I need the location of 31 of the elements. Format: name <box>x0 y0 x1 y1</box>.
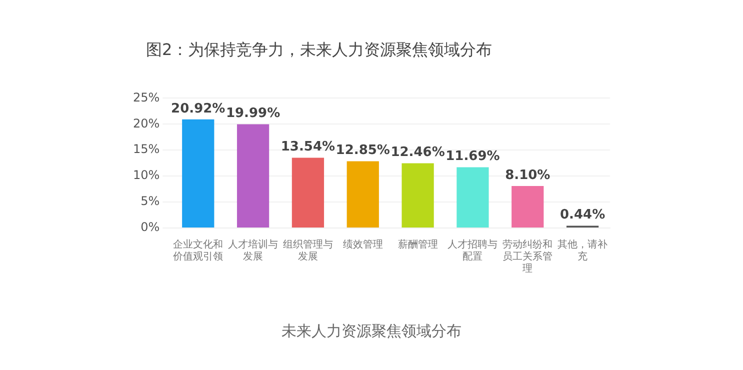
x-tick-label: 绩效管理 <box>342 238 383 251</box>
data-label: 12.85% <box>336 143 390 158</box>
data-label: 11.69% <box>446 149 500 164</box>
x-tick-label: 人才招聘与配置 <box>448 238 498 263</box>
text: 未来人力资源聚焦领域分布 <box>280 322 462 341</box>
data-label: 20.92% <box>171 101 226 116</box>
data-label: 13.54% <box>280 140 336 155</box>
bar <box>512 186 544 228</box>
bar <box>182 119 214 228</box>
x-tick-label: 人才培训与发展 <box>228 238 278 263</box>
x-tick-label: 薪酬管理 <box>398 238 438 251</box>
data-label: 12.46% <box>390 145 445 160</box>
x-tick-label: 其他，请补充 <box>558 238 608 263</box>
y-tick-label: 5% <box>140 194 160 208</box>
bar <box>402 163 434 228</box>
x-tick-label: 劳动纠纷和员工关系管理 <box>502 238 553 275</box>
y-tick-label: 25% <box>133 90 160 104</box>
y-tick-label: 15% <box>133 142 160 156</box>
y-tick-label: 10% <box>133 168 160 182</box>
data-label: 8.10% <box>505 168 550 183</box>
bar <box>292 158 324 228</box>
chart-title: 图2：为保持竞争力，未来人力资源聚焦领域分布 <box>146 40 492 61</box>
bar <box>236 124 270 228</box>
bar <box>346 161 379 228</box>
y-tick-label: 0% <box>140 220 160 234</box>
x-tick-label: 组织管理与发展 <box>282 238 333 263</box>
bar <box>456 167 489 228</box>
data-label: 0.44% <box>560 208 606 223</box>
data-label: 19.99% <box>226 106 280 122</box>
y-tick-label: 20% <box>133 116 160 130</box>
x-tick-label: 企业文化和价值观引领 <box>172 238 224 263</box>
